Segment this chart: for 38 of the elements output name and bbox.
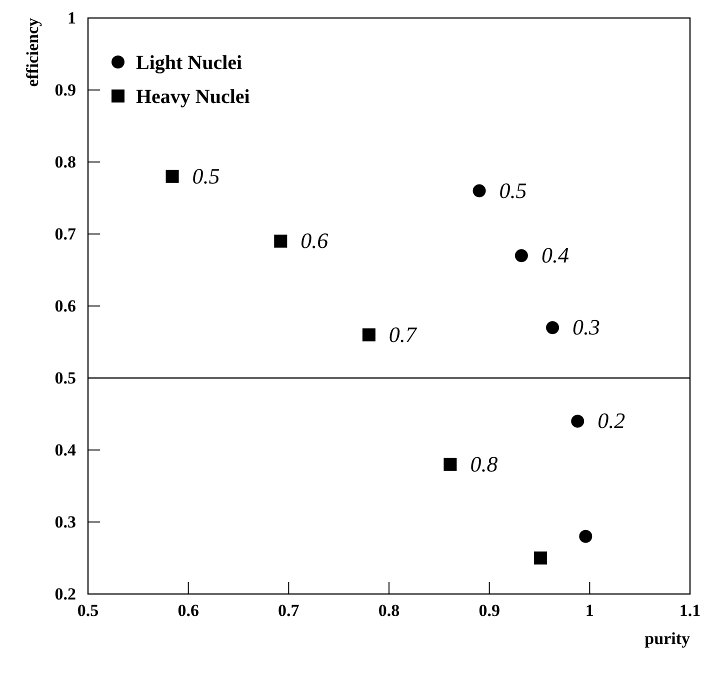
annotation: 0.8 xyxy=(470,451,498,476)
x-tick-label: 0.8 xyxy=(378,601,400,620)
legend-label: Heavy Nuclei xyxy=(136,86,250,108)
x-tick-label: 1 xyxy=(585,601,594,620)
x-axis-title: purity xyxy=(644,629,690,648)
y-tick-label: 1 xyxy=(68,8,76,28)
y-tick-label: 0.6 xyxy=(54,296,76,316)
x-tick-label: 1.1 xyxy=(679,601,701,620)
annotation: 0.2 xyxy=(598,408,626,434)
x-tick-label: 0.5 xyxy=(77,601,99,620)
annotation: 0.7 xyxy=(388,322,418,347)
point xyxy=(274,234,288,248)
point xyxy=(546,321,560,334)
point xyxy=(444,458,457,471)
y-tick-label: 0.5 xyxy=(54,368,76,388)
point xyxy=(166,170,179,183)
annotation: 0.5 xyxy=(499,178,527,203)
y-tick-label: 0.9 xyxy=(54,80,76,100)
annotation: 0.3 xyxy=(572,314,600,340)
annotation: 0.4 xyxy=(541,242,569,268)
annotation: 0.6 xyxy=(300,228,328,254)
y-axis-title: efficiency xyxy=(23,18,42,87)
point xyxy=(472,184,486,198)
point xyxy=(571,414,584,428)
x-tick-label: 0.9 xyxy=(478,601,500,620)
legend-label: Light Nuclei xyxy=(136,52,243,74)
point xyxy=(534,552,548,564)
point xyxy=(579,530,592,543)
point xyxy=(362,328,376,342)
x-tick-label: 0.7 xyxy=(278,601,300,620)
y-tick-label: 0.2 xyxy=(54,584,76,604)
y-tick-label: 0.8 xyxy=(54,152,76,172)
x-tick-label: 0.6 xyxy=(178,601,199,620)
y-tick-label: 0.7 xyxy=(54,224,76,244)
point xyxy=(514,249,528,262)
y-tick-label: 0.3 xyxy=(54,512,76,532)
y-tick-label: 0.4 xyxy=(54,440,76,460)
annotation: 0.5 xyxy=(192,163,220,188)
